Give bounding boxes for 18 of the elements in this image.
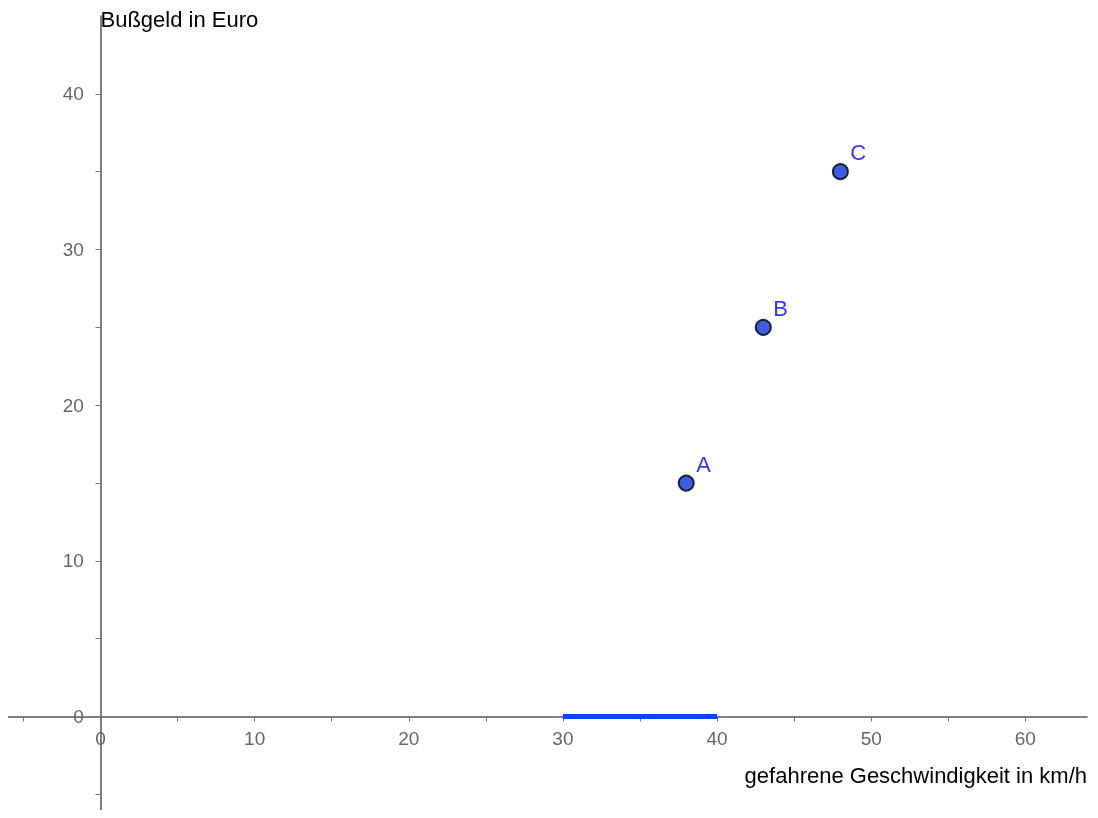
x-tick-label: 10: [244, 727, 266, 749]
y-tick-label: 20: [62, 394, 84, 416]
y-tick-label: 40: [62, 83, 84, 105]
point: [754, 318, 772, 336]
x-tick-label: 60: [1014, 727, 1036, 749]
y-axis-title: Bußgeld in Euro: [100, 6, 259, 32]
x-tick-label: 30: [552, 727, 574, 749]
y-tick-label: 30: [62, 239, 84, 261]
point: [831, 163, 849, 181]
point: [677, 474, 695, 492]
x-axis-title: gefahrene Geschwindigkeit in km/h: [744, 763, 1087, 789]
x-tick-label: 40: [706, 727, 728, 749]
y-tick-label: 10: [62, 550, 84, 572]
x-tick-label: 20: [398, 727, 420, 749]
annotation: B: [773, 295, 788, 321]
annotation: C: [850, 140, 867, 166]
x-tick-label: 50: [860, 727, 882, 749]
annotation: A: [696, 451, 712, 477]
